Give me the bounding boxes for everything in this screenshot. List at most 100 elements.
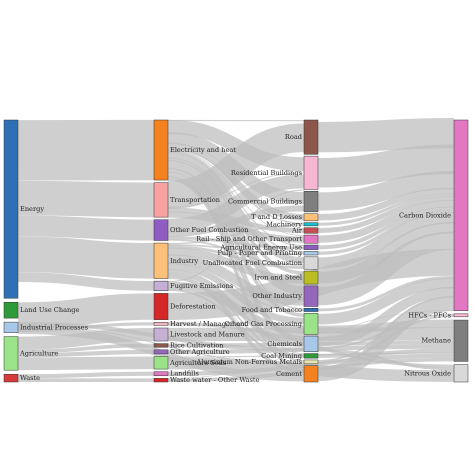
label-industry: Industry <box>170 257 199 265</box>
label-hfcs-pfcs: HFCs - PFCs <box>408 311 451 319</box>
flow-link-transportation-to-rail-ship-transport <box>167 211 305 243</box>
label-methane: Methane <box>421 337 451 345</box>
node-methane[interactable] <box>453 319 469 362</box>
node-coal-mining[interactable] <box>303 353 319 359</box>
label-industrial-processes: Industrial Processes <box>20 323 89 331</box>
node-energy[interactable] <box>3 119 19 299</box>
node-carbon-dioxide[interactable] <box>453 119 469 311</box>
node-labels: Energy Land Use Change Industrial Processe… <box>19 133 452 384</box>
label-t-and-d-losses: T and D Losses <box>251 213 302 221</box>
label-other-agriculture: Other Agriculture <box>170 348 230 356</box>
node-other-agriculture[interactable] <box>153 349 169 355</box>
node-industry[interactable] <box>153 242 169 279</box>
node-cement[interactable] <box>303 365 319 383</box>
node-iron-and-steel[interactable] <box>303 270 319 285</box>
node-electricity-and-heat[interactable] <box>153 119 169 181</box>
label-food-and-tobacco: Food and Tobacco <box>242 306 302 314</box>
node-unallocated-fuel-combustion[interactable] <box>303 256 319 270</box>
flow-link-agriculture-to-other-agriculture <box>17 349 155 358</box>
node-rice-cultivation[interactable] <box>153 343 169 348</box>
label-harvest-management: Harvest / Management <box>170 320 247 328</box>
label-landfills: Landfills <box>170 370 199 378</box>
flow-link-residential-buildings-to-carbon-dioxide <box>317 144 455 188</box>
node-agriculture-soils[interactable] <box>153 356 169 370</box>
node-fugitive-emissions[interactable] <box>153 280 169 292</box>
node-other-fuel-combustion[interactable] <box>153 219 169 241</box>
flow-link-waste-to-landfills <box>17 371 155 379</box>
flow-link-electricity-and-heat-to-machinery <box>167 148 305 225</box>
flow-link-industry-to-aluminium-non-ferrous-metals <box>167 274 305 363</box>
flow-link-agriculture-to-livestock-and-manure <box>17 327 155 350</box>
flow-link-agricultural-energy-use-to-carbon-dioxide <box>317 206 455 250</box>
node-t-and-d-losses[interactable] <box>303 213 319 222</box>
node-hfcs-pfcs[interactable] <box>453 313 469 318</box>
node-agriculture[interactable] <box>3 336 19 371</box>
flow-links <box>17 118 455 383</box>
flow-link-air-to-carbon-dioxide <box>317 195 455 233</box>
node-industrial-processes[interactable] <box>3 321 19 333</box>
flow-link-landfills-to-methane <box>167 353 455 376</box>
node-waste-water-other-waste[interactable] <box>153 378 169 383</box>
node-pulp-paper-printing[interactable] <box>303 251 319 256</box>
label-machinery: Machinery <box>266 220 302 228</box>
label-fugitive-emissions: Fugitive Emissions <box>170 282 234 290</box>
label-iron-and-steel: Iron and Steel <box>254 274 302 282</box>
label-coal-mining: Coal Mining <box>261 352 303 360</box>
node-aluminium-non-ferrous-metals[interactable] <box>303 359 319 365</box>
flow-link-energy-to-industry <box>17 236 155 279</box>
node-nitrous-oxide[interactable] <box>453 364 469 383</box>
label-commercial-buildings: Commercial Buildings <box>228 198 303 206</box>
flow-link-oil-and-gas-processing-to-carbon-dioxide <box>317 277 455 325</box>
label-agricultural-energy-use: Agricultural Energy Use <box>220 243 303 251</box>
label-waste: Waste <box>20 374 40 382</box>
flow-link-industry-to-machinery <box>167 224 305 245</box>
label-land-use-change: Land Use Change <box>20 306 80 314</box>
node-deforestation[interactable] <box>153 293 169 320</box>
node-oil-and-gas-processing[interactable] <box>303 313 319 335</box>
label-energy: Energy <box>20 205 44 213</box>
label-waste-water-other-waste: Waste water - Other Waste <box>170 376 259 384</box>
label-chemicals: Chemicals <box>267 340 302 348</box>
node-waste[interactable] <box>3 373 19 383</box>
node-road[interactable] <box>303 119 319 155</box>
flow-link-pulp-paper-printing-to-carbon-dioxide <box>317 210 455 255</box>
label-other-fuel-combustion: Other Fuel Combustion <box>170 226 249 234</box>
flow-link-industry-to-iron-and-steel <box>167 247 305 284</box>
flow-link-other-fuel-combustion-to-agricultural-energy-use <box>167 236 305 250</box>
flow-link-energy-to-other-fuel-combustion <box>17 215 155 241</box>
node-chemicals[interactable] <box>303 335 319 353</box>
label-road: Road <box>285 133 303 141</box>
label-deforestation: Deforestation <box>170 303 216 311</box>
node-residential-buildings[interactable] <box>303 155 319 190</box>
flow-link-transportation-to-road <box>167 123 305 210</box>
node-landfills[interactable] <box>153 371 169 377</box>
label-carbon-dioxide: Carbon Dioxide <box>399 211 451 219</box>
node-machinery[interactable] <box>303 222 319 227</box>
node-commercial-buildings[interactable] <box>303 191 319 213</box>
label-aluminium-non-ferrous-metals: Aluminium Non-Ferrous Metals <box>196 358 303 366</box>
node-other-industry[interactable] <box>303 285 319 307</box>
flow-link-unallocated-fuel-combustion-to-carbon-dioxide <box>317 212 455 269</box>
node-transportation[interactable] <box>153 182 169 218</box>
flow-link-fugitive-emissions-to-residential-buildings <box>167 189 305 283</box>
label-agriculture-soils: Agriculture Soils <box>169 359 227 367</box>
node-rail-ship-transport[interactable] <box>303 234 319 244</box>
flow-link-chemicals-to-nitrous-oxide <box>317 348 455 371</box>
label-rail-ship-transport: Rail - Ship and Other Transport <box>196 235 302 243</box>
label-transportation: Transportation <box>170 196 221 204</box>
flow-link-other-fuel-combustion-to-unallocated-fuel-combustion <box>167 238 305 266</box>
node-livestock-and-manure[interactable] <box>153 327 169 342</box>
node-land-use-change[interactable] <box>3 302 19 319</box>
flow-link-agriculture-to-agriculture-soils <box>17 356 155 371</box>
node-agricultural-energy-use[interactable] <box>303 244 319 250</box>
label-residential-buildings: Residential Buildings <box>231 169 303 177</box>
label-pulp-paper-printing: Pulp - Paper and Printing <box>217 249 302 257</box>
label-other-industry: Other Industry <box>252 292 302 300</box>
node-air[interactable] <box>303 227 319 234</box>
node-food-and-tobacco[interactable] <box>303 308 319 312</box>
label-air: Air <box>291 226 303 234</box>
flow-link-t-and-d-losses-to-carbon-dioxide <box>317 187 455 221</box>
node-harvest-management[interactable] <box>153 322 169 326</box>
label-nitrous-oxide: Nitrous Oxide <box>404 369 451 377</box>
